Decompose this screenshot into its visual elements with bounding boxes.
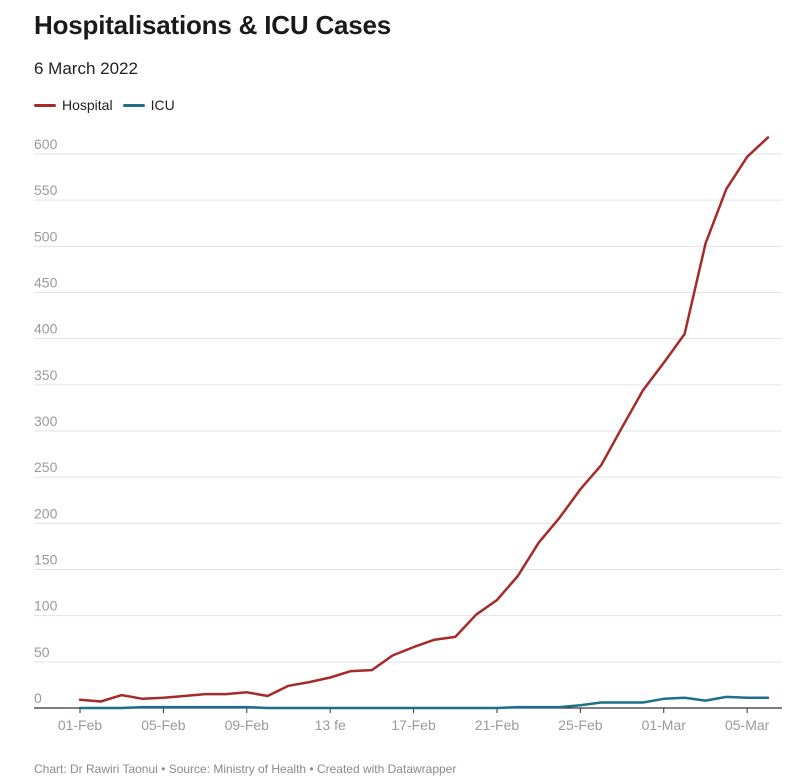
y-tick-label: 300 xyxy=(34,413,58,429)
legend-item-hospital: Hospital xyxy=(34,97,113,113)
y-tick-label: 100 xyxy=(34,598,58,614)
x-tick-label: 09-Feb xyxy=(225,717,270,733)
gridlines xyxy=(34,153,782,709)
chart-footer: Chart: Dr Rawiri Taonui • Source: Minist… xyxy=(34,762,457,776)
y-tick-label: 600 xyxy=(34,136,58,152)
legend-label-hospital: Hospital xyxy=(62,97,113,113)
series-lines xyxy=(78,136,770,710)
legend-swatch-hospital xyxy=(34,103,56,107)
legend-label-icu: ICU xyxy=(150,97,175,113)
x-tick-label: 05-Mar xyxy=(725,717,770,733)
y-tick-label: 450 xyxy=(34,275,58,291)
y-tick-label: 0 xyxy=(34,690,42,706)
line-chart: 0 50 100 150 200 250 300 350 400 450 500 550 600 01-… xyxy=(34,136,782,733)
x-tick-label: 01-Mar xyxy=(642,717,687,733)
legend-swatch-icu xyxy=(122,103,145,107)
x-axis-tick-labels: 01-Feb 05-Feb 09-Feb 13 fe 17-Feb 21-Feb 25-Fe… xyxy=(58,708,770,733)
series-line-icu xyxy=(78,695,770,710)
x-tick-label: 01-Feb xyxy=(58,717,103,733)
chart-title: Hospitalisations & ICU Cases xyxy=(34,10,392,40)
legend-item-icu: ICU xyxy=(122,97,175,113)
chart-legend: Hospital ICU xyxy=(34,97,185,113)
y-tick-label: 250 xyxy=(34,459,58,475)
x-tick-label: 17-Feb xyxy=(391,717,436,733)
y-tick-label: 350 xyxy=(34,367,58,383)
y-tick-label: 150 xyxy=(34,552,58,568)
y-tick-label: 200 xyxy=(34,505,58,521)
y-tick-label: 500 xyxy=(34,228,58,244)
x-tick-label: 05-Feb xyxy=(141,717,186,733)
x-tick-label: 25-Feb xyxy=(558,717,603,733)
series-line-hospital xyxy=(78,136,770,703)
x-tick-label: 21-Feb xyxy=(475,717,520,733)
y-axis-tick-labels: 0 50 100 150 200 250 300 350 400 450 500 550 600 xyxy=(34,136,58,706)
x-tick-label: 13 fe xyxy=(315,717,346,733)
y-tick-label: 400 xyxy=(34,321,58,337)
y-tick-label: 50 xyxy=(34,644,50,660)
y-tick-label: 550 xyxy=(34,182,58,198)
chart-subtitle: 6 March 2022 xyxy=(34,59,138,78)
